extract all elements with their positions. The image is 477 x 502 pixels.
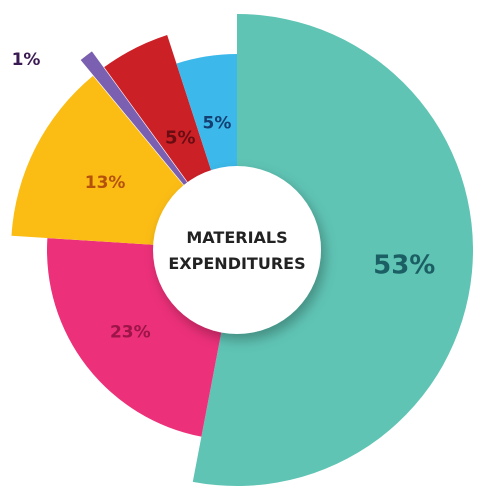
slice-label-3: 13% bbox=[85, 173, 126, 193]
chart-title-line-2: EXPENDITURES bbox=[168, 254, 305, 273]
slice-label-1: 53% bbox=[373, 250, 435, 280]
slice-label-5: 5% bbox=[165, 128, 196, 149]
slice-label-2: 23% bbox=[110, 323, 151, 343]
slice-label-6: 5% bbox=[203, 114, 232, 134]
slice-1 bbox=[192, 14, 473, 486]
chart-title-line-1: MATERIALS bbox=[186, 228, 287, 247]
slice-label-4: 1% bbox=[12, 50, 41, 70]
slice-labels: 53% 23% 13% 1% 5% 5% bbox=[12, 50, 436, 343]
center-circle bbox=[153, 166, 321, 334]
